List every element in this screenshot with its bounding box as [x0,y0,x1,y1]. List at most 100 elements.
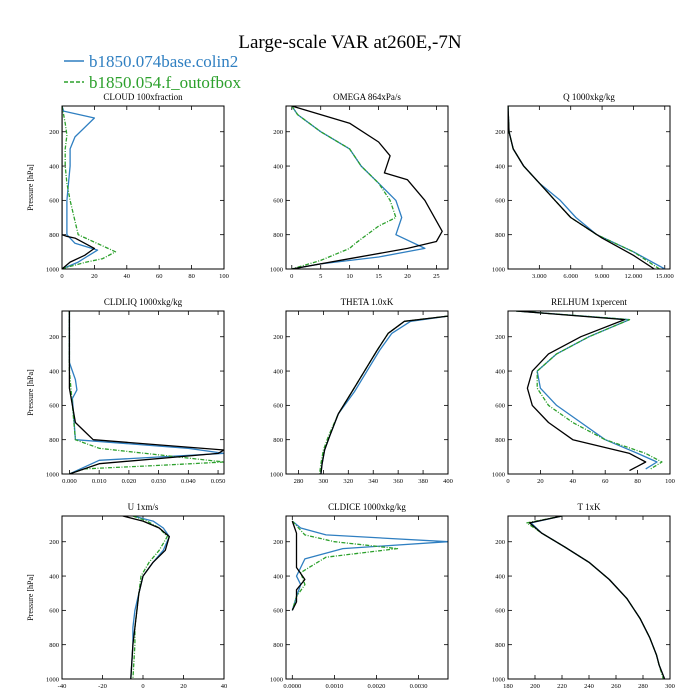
x-tick-label: 0.030 [151,478,166,485]
y-tick-label: 400 [495,163,505,170]
panel-title: U 1xm/s [128,502,159,512]
y-tick-label: 1000 [270,676,283,683]
x-tick-label: 60 [602,478,609,485]
series-line-2 [320,315,448,474]
x-tick-label: 0 [290,273,293,280]
y-tick-label: 400 [495,368,505,375]
y-tick-label: 800 [495,232,505,239]
legend: b1850.074base.colin2 b1850.054.f_outofbo… [64,52,242,92]
x-tick-label: 20 [404,273,411,280]
x-tick-label: 300 [319,478,329,485]
series-line-0 [62,106,99,269]
y-axis-label: Pressure [hPa] [26,369,35,416]
x-tick-label: 300 [665,683,675,690]
x-tick-label: 0 [506,478,509,485]
y-tick-label: 1000 [46,471,59,478]
y-tick-label: 800 [273,232,283,239]
x-tick-label: 180 [503,683,513,690]
series-line-2 [62,106,96,269]
series-line-0 [68,311,224,474]
x-tick-label: 3.000 [532,273,547,280]
plot-frame [61,515,225,680]
x-tick-label: 12.000 [624,273,642,280]
figure-title: Large-scale VAR at260E,-7N [238,32,461,53]
plot-frame [507,105,671,270]
x-tick-label: 20 [180,683,187,690]
x-tick-label: 0.0020 [368,683,386,690]
x-tick-label: 360 [393,478,403,485]
plot-frame [61,105,225,270]
y-tick-label: 400 [495,573,505,580]
y-tick-label: 800 [273,437,283,444]
x-tick-label: 20 [537,478,544,485]
y-tick-label: 1000 [492,471,505,478]
y-axis-label: Pressure [hPa] [26,574,35,621]
y-tick-label: 1000 [46,266,59,273]
series-group [68,311,224,474]
x-tick-label: 200 [530,683,540,690]
x-tick-label: 80 [188,273,195,280]
y-tick-label: 1000 [270,266,283,273]
x-tick-label: -40 [58,683,67,690]
x-tick-label: 60 [156,273,163,280]
x-tick-label: 280 [294,478,304,485]
x-tick-label: 400 [443,478,453,485]
y-tick-label: 200 [49,129,59,136]
series-group [318,315,448,474]
y-tick-label: 600 [495,403,505,410]
plot-frame [285,105,449,270]
plot-frame [507,515,671,680]
series-line-1 [516,311,663,470]
panel-3: CLDLIQ 1000xkg/kg Pressure [hPa] 200 400 600… [26,297,225,485]
series-line-2 [516,311,647,472]
y-tick-label: 200 [495,539,505,546]
x-tick-label: 15.000 [656,273,674,280]
panel-1: OMEGA 864xPa/s 200 400 600 800 1000 0 5 10 15 20 25 [270,92,449,280]
x-tick-label: 25 [433,273,440,280]
y-tick-label: 800 [49,437,59,444]
y-tick-label: 400 [273,573,283,580]
x-tick-label: 40 [221,683,228,690]
y-tick-label: 200 [49,334,59,341]
y-tick-label: 800 [495,437,505,444]
plot-frame [285,515,449,680]
x-tick-label: 240 [584,683,594,690]
x-tick-label: 6.000 [563,273,578,280]
plot-frame [285,310,449,475]
x-tick-label: 0.040 [181,478,196,485]
y-tick-label: 400 [273,163,283,170]
y-tick-label: 200 [273,129,283,136]
x-tick-label: 0 [141,683,144,690]
legend-label-outofbox: b1850.054.f_outofbox [89,73,242,92]
y-tick-label: 600 [49,198,59,205]
y-tick-label: 800 [49,232,59,239]
plot-frame [507,310,671,475]
series-line-0 [530,516,666,679]
y-tick-label: 600 [273,198,283,205]
series-group [291,106,443,269]
x-tick-label: 100 [665,478,675,485]
legend-label-base: b1850.074base.colin2 [89,52,238,71]
x-tick-label: 40 [124,273,131,280]
panel-2: Q 1000xkg/kg 200 400 600 800 1000 3.000 6.000 9.… [492,92,674,280]
y-tick-label: 200 [273,539,283,546]
y-tick-label: 200 [273,334,283,341]
y-tick-label: 1000 [492,676,505,683]
x-tick-label: 380 [418,478,428,485]
panel-title: T 1xK [577,502,601,512]
x-tick-label: 220 [557,683,567,690]
panel-4: THETA 1.0xK 200 400 600 800 1000 280 300 320 340 3… [270,297,453,485]
series-line-0 [291,520,448,611]
y-tick-label: 400 [49,573,59,580]
panel-title: OMEGA 864xPa/s [333,92,401,102]
plot-frame [61,310,225,475]
x-tick-label: 280 [638,683,648,690]
x-tick-label: 0.020 [122,478,137,485]
x-tick-label: 0.0010 [325,683,343,690]
series-line-1 [62,106,117,269]
series-group [508,106,666,269]
panel-title: CLOUD 100xfraction [103,92,183,102]
